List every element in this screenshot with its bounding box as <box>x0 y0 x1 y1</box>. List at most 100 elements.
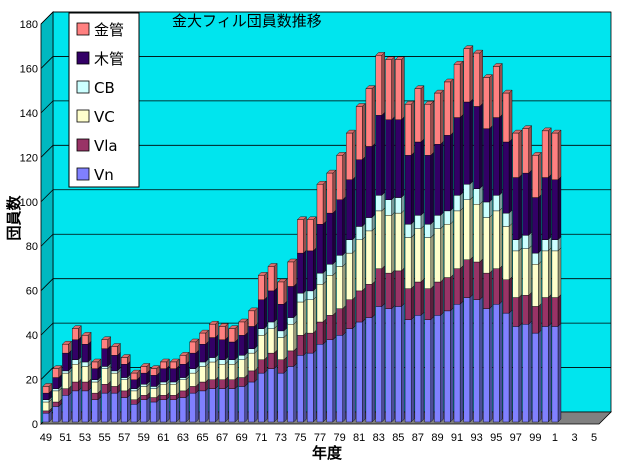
gridline-side <box>40 367 54 380</box>
bar-segment <box>277 369 288 423</box>
y-tick-label: 180 <box>20 19 38 31</box>
bar-segment <box>336 196 347 256</box>
bar-segment <box>394 56 405 121</box>
bar-segment <box>512 129 523 179</box>
bar-segment <box>463 256 474 299</box>
legend-item: Vla <box>76 137 118 155</box>
bar-segment <box>130 369 141 381</box>
bar-segment <box>375 207 386 270</box>
bar-segment <box>238 382 249 423</box>
bar-segment <box>267 262 278 292</box>
legend-item: 金管 <box>76 21 124 39</box>
bar-segment <box>404 234 415 290</box>
legend-swatch <box>76 80 90 94</box>
y-tick-label: 100 <box>20 197 38 209</box>
bar-segment <box>482 214 493 274</box>
bar-segment <box>326 209 337 265</box>
bar-segment <box>169 358 180 370</box>
bar-segment <box>110 342 121 356</box>
bar-segment <box>453 265 464 305</box>
x-tick-label: 49 <box>40 432 52 444</box>
bar-segment <box>541 247 552 299</box>
bar-segment <box>296 216 307 254</box>
bar-segment <box>316 318 327 345</box>
legend-swatch <box>76 22 90 36</box>
bar-segment <box>404 285 415 321</box>
gridline-side <box>40 11 54 25</box>
bar-segment <box>120 354 131 365</box>
bar-segment <box>140 362 151 374</box>
bar-segment <box>502 138 513 214</box>
bar-segment <box>247 378 258 423</box>
bar-segment <box>218 385 229 423</box>
bar-segment <box>238 331 249 356</box>
bar-segment <box>326 169 337 214</box>
bars <box>42 45 562 423</box>
bar-segment <box>257 369 268 423</box>
bar-segment <box>101 389 112 423</box>
chart-title: 金大フィル団員数推移 <box>172 12 322 30</box>
bar-segment <box>531 260 542 307</box>
x-tick-label: 87 <box>412 432 424 444</box>
bar-segment <box>199 329 210 345</box>
bar-segment <box>345 176 356 241</box>
bar-segment <box>414 278 425 316</box>
y-tick-label: 120 <box>20 152 38 164</box>
bar-segment <box>492 62 503 119</box>
x-tick-label: 65 <box>196 432 208 444</box>
bar-segment <box>189 338 200 354</box>
x-tick-label: 3 <box>571 432 577 444</box>
bar-segment <box>71 325 82 341</box>
x-tick-label: 79 <box>333 432 345 444</box>
bar-segment <box>150 398 161 423</box>
gridline-side <box>40 100 54 114</box>
bar-segment <box>218 322 229 341</box>
y-tick-label: 140 <box>20 108 38 120</box>
bar-segment <box>404 316 415 423</box>
bar-segment <box>453 60 464 119</box>
bar-segment <box>189 389 200 423</box>
bar-segment <box>277 300 288 332</box>
bar-segment <box>424 100 435 156</box>
bar-segment <box>218 336 229 361</box>
bar-segment <box>61 340 72 354</box>
bar-segment <box>492 265 503 305</box>
bar-segment <box>316 180 327 225</box>
gridline-side <box>40 278 54 291</box>
x-tick-label: 77 <box>314 432 326 444</box>
x-tick-label: 95 <box>490 432 502 444</box>
x-tick-label: 53 <box>79 432 91 444</box>
bar-segment <box>345 129 356 181</box>
bar-segment <box>81 331 92 345</box>
legend-label: Vla <box>94 137 118 155</box>
plot-side-wall <box>40 11 54 425</box>
x-tick-label: 69 <box>236 432 248 444</box>
bar-segment <box>453 300 464 423</box>
gridline-side <box>40 145 54 158</box>
bar-segment <box>169 396 180 423</box>
plot-area <box>40 11 612 425</box>
bar-segment <box>385 211 396 274</box>
bar-segment <box>326 336 337 423</box>
bar-segment <box>522 125 533 174</box>
bar-segment <box>52 365 63 379</box>
legend-item: 木管 <box>76 50 124 68</box>
legend-item: CB <box>76 79 115 97</box>
legend-label: Vn <box>94 166 114 184</box>
bar-segment <box>512 322 523 423</box>
bar-segment <box>296 249 307 294</box>
bar-segment <box>473 49 484 107</box>
bar-segment <box>433 140 444 216</box>
bar-segment <box>443 274 454 312</box>
bar-segment <box>110 389 121 423</box>
y-tick-label: 0 <box>32 419 38 431</box>
gridline-side <box>40 189 54 203</box>
x-tick-label: 73 <box>275 432 287 444</box>
bar-segment <box>228 325 239 343</box>
bar-segment <box>355 102 366 161</box>
y-tick-labels: 0 20 40 60 80 100 120 140 160 180 <box>20 19 38 431</box>
x-tick-label: 59 <box>138 432 150 444</box>
legend-item: VC <box>76 108 115 126</box>
bar-segment <box>306 216 317 252</box>
